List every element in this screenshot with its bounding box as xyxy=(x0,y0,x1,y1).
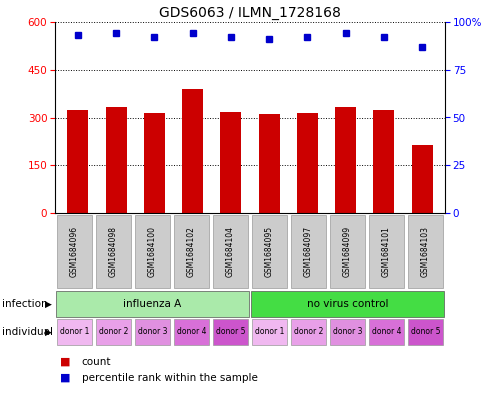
Text: donor 5: donor 5 xyxy=(410,327,439,336)
Bar xyxy=(411,145,432,213)
Text: donor 2: donor 2 xyxy=(293,327,322,336)
Bar xyxy=(173,319,209,345)
Text: donor 5: donor 5 xyxy=(215,327,245,336)
Text: donor 1: donor 1 xyxy=(254,327,284,336)
Bar xyxy=(251,319,287,345)
Text: individual: individual xyxy=(2,327,53,337)
Text: ■: ■ xyxy=(60,373,70,383)
Bar xyxy=(134,215,170,288)
Text: GSM1684096: GSM1684096 xyxy=(70,226,79,277)
Text: GSM1684097: GSM1684097 xyxy=(303,226,312,277)
Text: donor 3: donor 3 xyxy=(137,327,167,336)
Bar xyxy=(173,215,209,288)
Text: percentile rank within the sample: percentile rank within the sample xyxy=(81,373,257,383)
Bar xyxy=(368,215,404,288)
Text: influenza A: influenza A xyxy=(123,299,181,309)
Bar xyxy=(373,110,393,213)
Bar xyxy=(290,319,326,345)
Bar xyxy=(258,114,279,213)
Bar xyxy=(57,215,92,288)
Text: no virus control: no virus control xyxy=(306,299,388,309)
Text: GSM1684100: GSM1684100 xyxy=(148,226,157,277)
Bar xyxy=(95,215,131,288)
Bar xyxy=(220,112,241,213)
Text: donor 4: donor 4 xyxy=(371,327,400,336)
Text: donor 4: donor 4 xyxy=(176,327,206,336)
Text: ▶: ▶ xyxy=(45,299,52,309)
Bar xyxy=(67,110,88,213)
Bar xyxy=(334,107,355,213)
Bar xyxy=(329,215,364,288)
Text: infection: infection xyxy=(2,299,48,309)
Text: donor 1: donor 1 xyxy=(60,327,89,336)
Text: GSM1684099: GSM1684099 xyxy=(342,226,351,277)
Bar xyxy=(296,113,317,213)
Bar xyxy=(106,107,126,213)
Bar xyxy=(144,113,165,213)
Bar xyxy=(251,291,443,317)
Text: GSM1684101: GSM1684101 xyxy=(381,226,390,277)
Bar xyxy=(368,319,404,345)
Text: GSM1684095: GSM1684095 xyxy=(264,226,273,277)
Text: donor 3: donor 3 xyxy=(332,327,362,336)
Bar xyxy=(182,89,203,213)
Bar xyxy=(290,215,326,288)
Bar xyxy=(134,319,170,345)
Bar xyxy=(57,319,92,345)
Text: count: count xyxy=(81,357,111,367)
Text: donor 2: donor 2 xyxy=(99,327,128,336)
Text: GSM1684103: GSM1684103 xyxy=(420,226,429,277)
Bar xyxy=(251,215,287,288)
Text: ■: ■ xyxy=(60,357,70,367)
Bar xyxy=(95,319,131,345)
Bar xyxy=(407,319,442,345)
Bar xyxy=(329,319,364,345)
Title: GDS6063 / ILMN_1728168: GDS6063 / ILMN_1728168 xyxy=(159,6,340,20)
Bar xyxy=(56,291,248,317)
Bar xyxy=(212,215,248,288)
Text: GSM1684104: GSM1684104 xyxy=(226,226,235,277)
Text: ▶: ▶ xyxy=(45,327,52,336)
Bar xyxy=(407,215,442,288)
Bar xyxy=(212,319,248,345)
Text: GSM1684102: GSM1684102 xyxy=(187,226,196,277)
Text: GSM1684098: GSM1684098 xyxy=(109,226,118,277)
